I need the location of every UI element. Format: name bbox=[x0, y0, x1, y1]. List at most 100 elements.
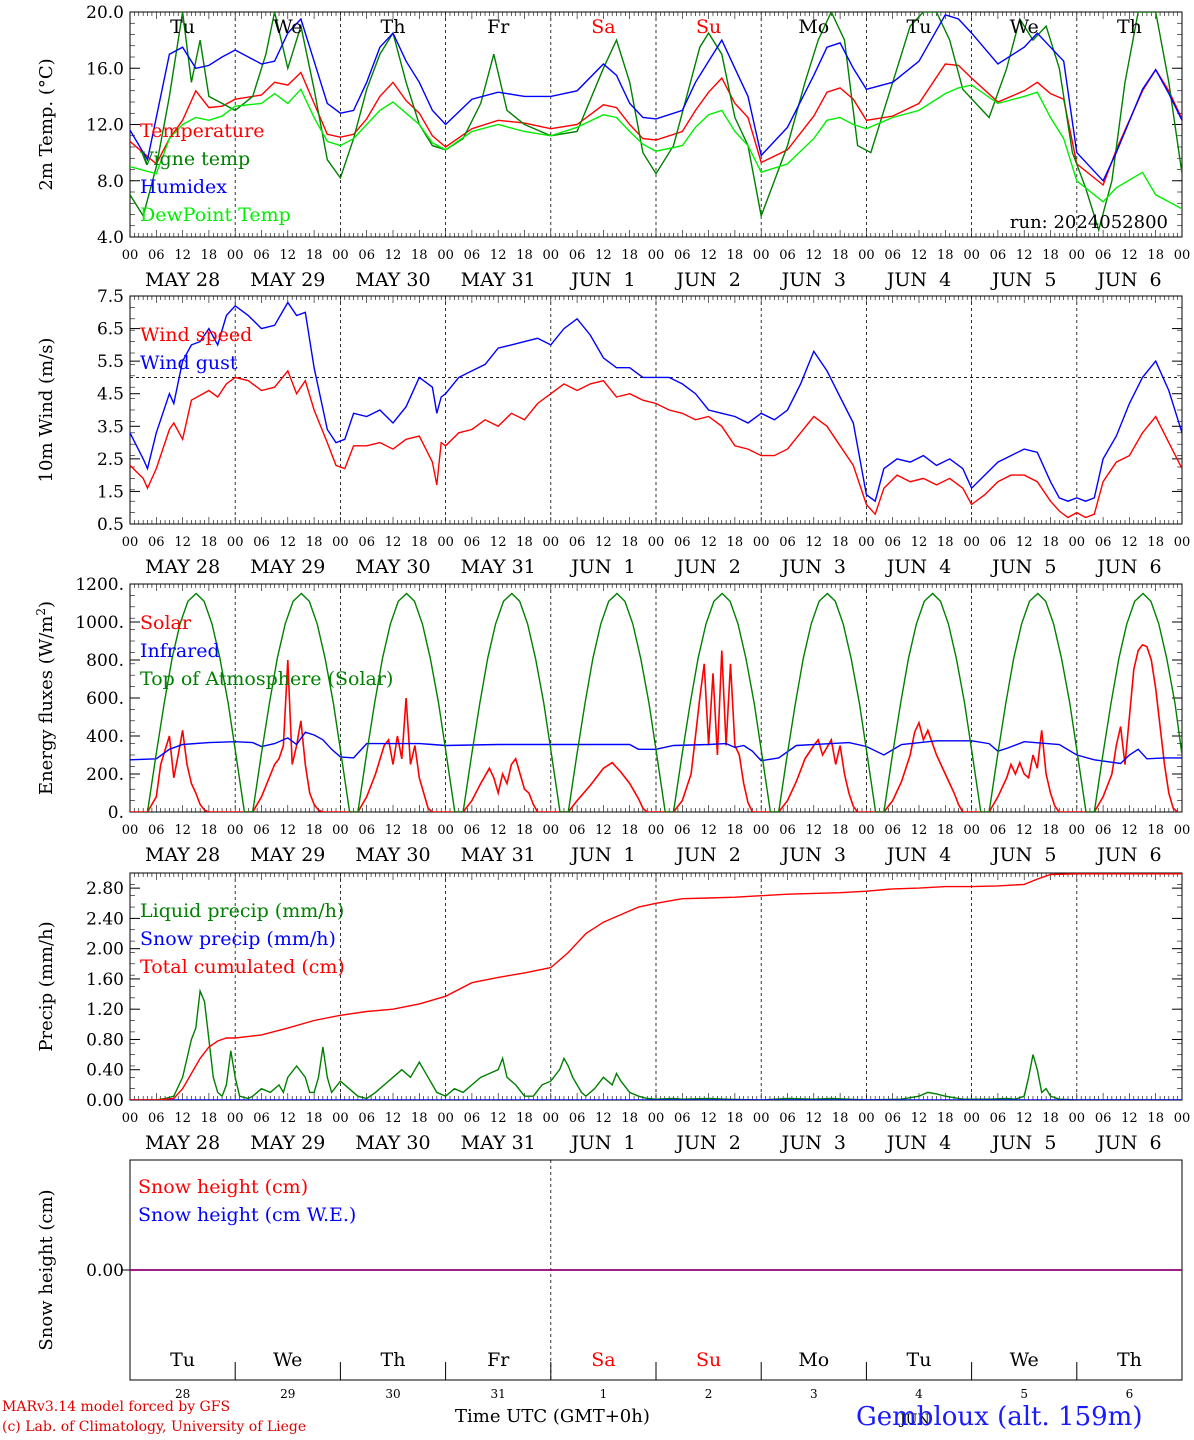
series-line-wind-speed bbox=[130, 369, 1182, 519]
hour-tick-label: 12 bbox=[1016, 1111, 1033, 1126]
hour-tick-label: 12 bbox=[595, 535, 612, 550]
hour-tick-label: 18 bbox=[306, 1111, 323, 1126]
legend-label: Infrared bbox=[140, 640, 220, 662]
y-tick-label: 600. bbox=[86, 689, 124, 709]
y-tick-label: 20.0 bbox=[86, 3, 124, 23]
date-label: JUN 2 bbox=[674, 269, 740, 291]
panel-4 bbox=[129, 872, 1183, 1101]
hour-tick-label: 00 bbox=[753, 1111, 770, 1126]
date-label: JUN 2 bbox=[674, 844, 740, 866]
station-title: Gembloux (alt. 159m) bbox=[856, 1402, 1143, 1432]
hour-tick-label: 18 bbox=[411, 535, 428, 550]
hour-tick-label: 00 bbox=[543, 535, 560, 550]
date-label: JUN 2 bbox=[674, 556, 740, 578]
y-tick-label: 1.5 bbox=[97, 482, 124, 502]
hour-tick-label: 06 bbox=[464, 1111, 481, 1126]
hour-tick-label: 00 bbox=[122, 535, 139, 550]
weekday-label: We bbox=[1010, 1349, 1039, 1371]
hour-tick-label: 12 bbox=[490, 535, 507, 550]
panel-3 bbox=[129, 583, 1183, 813]
date-label: JUN 4 bbox=[885, 844, 951, 866]
legend-label: Snow height (cm W.E.) bbox=[138, 1204, 356, 1226]
hour-tick-label: 00 bbox=[1069, 535, 1086, 550]
day-number-label: 31 bbox=[491, 1387, 506, 1401]
hour-tick-label: 06 bbox=[569, 823, 586, 838]
hour-tick-label: 18 bbox=[411, 248, 428, 263]
legend-label: Snow precip (mm/h) bbox=[140, 928, 336, 950]
hour-tick-label: 12 bbox=[1016, 248, 1033, 263]
legend-label: DewPoint Temp bbox=[140, 204, 291, 226]
weekday-label: We bbox=[273, 1349, 302, 1371]
y-tick-label: 0.80 bbox=[86, 1030, 124, 1050]
hour-tick-label: 12 bbox=[911, 823, 928, 838]
hour-tick-label: 00 bbox=[858, 248, 875, 263]
hour-tick-label: 00 bbox=[1174, 535, 1191, 550]
hour-tick-label: 06 bbox=[148, 535, 165, 550]
weekday-label: Fr bbox=[487, 1349, 510, 1371]
weekday-label: Su bbox=[696, 1349, 721, 1371]
date-label: MAY 31 bbox=[461, 556, 536, 578]
y-tick-label: 2.40 bbox=[86, 909, 124, 929]
date-label: MAY 30 bbox=[355, 556, 430, 578]
hour-tick-label: 00 bbox=[858, 1111, 875, 1126]
y-tick-label: 7.5 bbox=[97, 287, 124, 307]
y-tick-label: 2.80 bbox=[86, 879, 124, 899]
date-label: MAY 29 bbox=[250, 1132, 325, 1154]
hour-tick-label: 00 bbox=[122, 823, 139, 838]
hour-tick-label: 18 bbox=[516, 535, 533, 550]
hour-tick-label: 12 bbox=[174, 823, 191, 838]
date-label: JUN 6 bbox=[1095, 1132, 1161, 1154]
hour-tick-label: 06 bbox=[884, 1111, 901, 1126]
date-label: MAY 29 bbox=[250, 269, 325, 291]
hour-tick-label: 12 bbox=[911, 248, 928, 263]
hour-tick-label: 00 bbox=[543, 1111, 560, 1126]
date-label: JUN 3 bbox=[780, 556, 846, 578]
hour-tick-label: 12 bbox=[280, 1111, 297, 1126]
hour-tick-label: 06 bbox=[1095, 823, 1112, 838]
series-line-vigne-temp bbox=[130, 12, 1182, 233]
hour-tick-label: 00 bbox=[858, 535, 875, 550]
legend-label: Liquid precip (mm/h) bbox=[140, 900, 344, 922]
hour-tick-label: 00 bbox=[437, 1111, 454, 1126]
y-axis-title: Energy fluxes (W/m2) bbox=[34, 601, 57, 795]
y-tick-label: 1.60 bbox=[86, 970, 124, 990]
y-tick-label: 6.5 bbox=[97, 320, 124, 340]
hour-tick-label: 18 bbox=[621, 248, 638, 263]
hour-tick-label: 12 bbox=[385, 248, 402, 263]
hour-tick-label: 18 bbox=[1147, 535, 1164, 550]
y-tick-label: 4.5 bbox=[97, 385, 124, 405]
hour-tick-label: 06 bbox=[1095, 1111, 1112, 1126]
day-number-label: 30 bbox=[385, 1387, 400, 1401]
date-label: JUN 6 bbox=[1095, 844, 1161, 866]
hour-tick-label: 18 bbox=[937, 823, 954, 838]
legend-label: Vigne temp bbox=[139, 148, 250, 170]
y-tick-label: 3.5 bbox=[97, 417, 124, 437]
day-number-label: 5 bbox=[1020, 1387, 1028, 1401]
y-tick-label: 16.0 bbox=[86, 59, 124, 79]
hour-tick-label: 18 bbox=[411, 823, 428, 838]
hour-tick-label: 00 bbox=[1069, 248, 1086, 263]
hour-tick-label: 00 bbox=[963, 248, 980, 263]
hour-tick-label: 12 bbox=[174, 1111, 191, 1126]
date-label: MAY 31 bbox=[461, 844, 536, 866]
hour-tick-label: 06 bbox=[358, 248, 375, 263]
panel-1 bbox=[129, 11, 1183, 238]
hour-tick-label: 12 bbox=[700, 823, 717, 838]
hour-tick-label: 18 bbox=[201, 823, 218, 838]
date-label: MAY 30 bbox=[355, 1132, 430, 1154]
hour-tick-label: 00 bbox=[753, 248, 770, 263]
hour-tick-label: 18 bbox=[201, 535, 218, 550]
weekday-label: Tu bbox=[907, 1349, 932, 1371]
hour-tick-label: 12 bbox=[385, 823, 402, 838]
hour-tick-label: 00 bbox=[227, 535, 244, 550]
hour-tick-label: 18 bbox=[1042, 823, 1059, 838]
y-tick-label: 12.0 bbox=[86, 116, 124, 136]
hour-tick-label: 18 bbox=[621, 535, 638, 550]
hour-tick-label: 12 bbox=[490, 823, 507, 838]
weekday-label: Th bbox=[381, 1349, 406, 1371]
hour-tick-label: 18 bbox=[1147, 1111, 1164, 1126]
hour-tick-label: 00 bbox=[648, 823, 665, 838]
panel-2 bbox=[129, 295, 1183, 525]
hour-tick-label: 00 bbox=[648, 535, 665, 550]
hour-tick-label: 18 bbox=[1147, 248, 1164, 263]
